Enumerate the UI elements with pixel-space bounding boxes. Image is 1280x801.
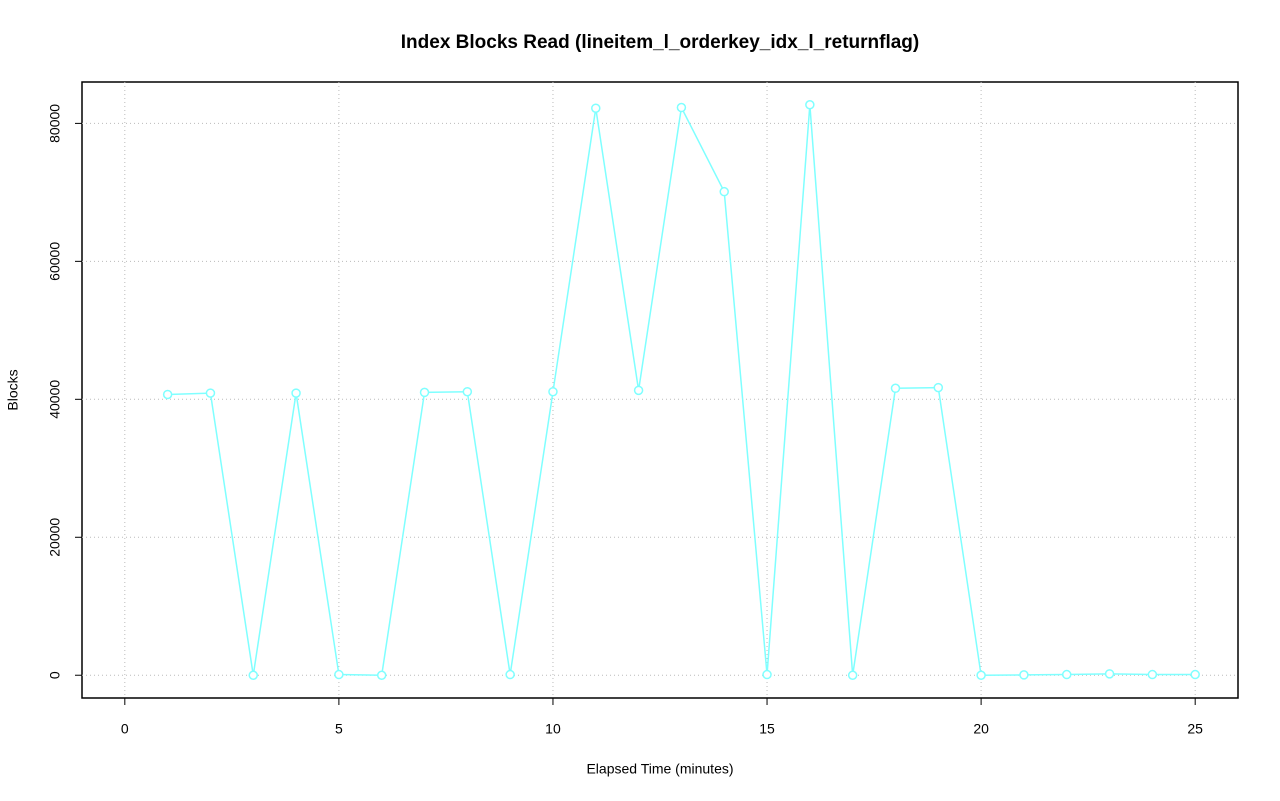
data-point	[591, 103, 601, 113]
x-tick-label: 25	[1187, 721, 1203, 737]
data-point	[633, 385, 644, 396]
data-point	[419, 387, 430, 398]
x-axis-label: Elapsed Time (minutes)	[586, 761, 733, 777]
data-point	[1147, 669, 1158, 680]
x-tick-label: 20	[973, 721, 989, 737]
data-point	[805, 100, 815, 110]
data-point	[162, 389, 173, 400]
data-point	[762, 669, 772, 680]
x-tick-label: 10	[545, 721, 561, 737]
y-tick-label: 0	[47, 671, 63, 679]
plot-frame	[81, 81, 1239, 699]
x-tick-label: 15	[759, 721, 775, 737]
x-tick-label: 5	[335, 721, 343, 737]
y-tick-label: 20000	[47, 518, 63, 557]
data-point	[847, 670, 858, 680]
data-point	[890, 383, 901, 394]
data-point	[1104, 669, 1115, 679]
data-point	[248, 670, 259, 680]
y-tick-label: 60000	[47, 242, 63, 281]
data-line	[167, 104, 1196, 676]
data-point	[676, 102, 687, 113]
data-point	[505, 669, 515, 680]
y-tick-label: 40000	[47, 380, 63, 419]
data-point	[548, 386, 558, 397]
data-point	[933, 382, 944, 393]
chart-title: Index Blocks Read (lineitem_l_orderkey_i…	[401, 32, 919, 53]
y-axis-label: Blocks	[5, 369, 21, 410]
data-point	[719, 186, 729, 197]
data-point	[1019, 670, 1029, 680]
data-point	[376, 670, 387, 680]
data-point	[1190, 669, 1200, 680]
y-tick-label: 80000	[47, 104, 63, 143]
data-point	[205, 388, 216, 398]
data-point	[462, 386, 473, 397]
data-point	[1061, 669, 1072, 680]
data-point	[334, 669, 344, 680]
data-point	[291, 388, 301, 398]
x-tick-label: 0	[121, 721, 129, 737]
data-point	[976, 670, 986, 680]
